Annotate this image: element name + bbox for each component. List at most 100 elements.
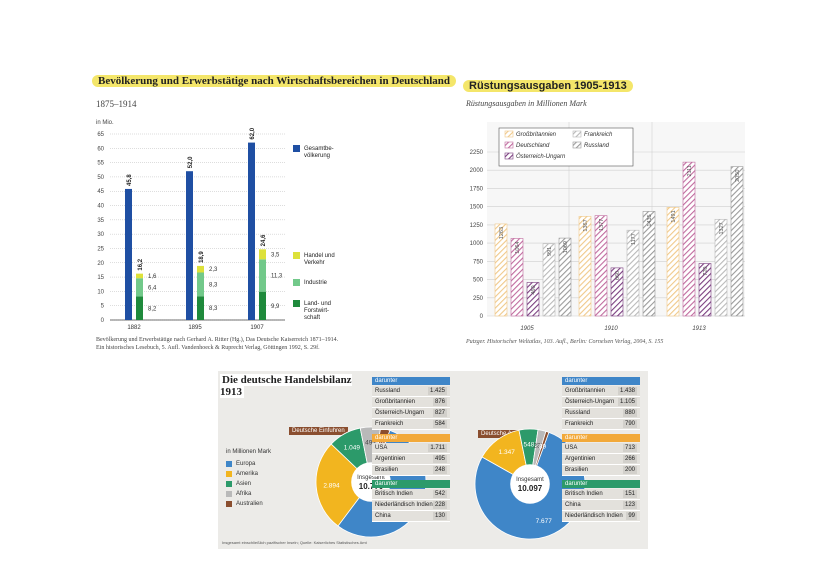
trade-value: 1.105 — [617, 398, 637, 406]
trade-table-row: Frankreich 584 — [372, 419, 450, 430]
chart1-sum-label: 18,9 — [199, 251, 205, 263]
chart3-legend-swatch — [226, 501, 232, 507]
chart1-total-label: 45,8 — [127, 174, 133, 186]
chart2-legend-swatch — [504, 130, 514, 138]
imports-slice — [315, 443, 372, 527]
chart1-xtick: 1907 — [250, 325, 264, 331]
trade-table-row: Österreich-Ungarn 1.105 — [562, 397, 640, 408]
trade-table-row: Russland 880 — [562, 408, 640, 419]
chart1-legend-swatch — [293, 279, 300, 286]
chart1-bar-segment — [136, 278, 143, 297]
chart2-legend-label: Großbritannien — [516, 132, 557, 138]
chart1-bar-total — [125, 188, 132, 320]
chart2-bar — [510, 238, 524, 317]
chart2-legend-swatch — [504, 152, 514, 160]
chart1-svg: in Mio. 0 5 10 15 20 25 30 35 40 45 50 55 60 65 45,8 8,2… — [96, 120, 335, 331]
chart2-legend-label: Deutschland — [516, 143, 550, 149]
trade-value: 542 — [432, 490, 447, 498]
chart2-bar-label: 2111 — [687, 165, 693, 176]
chart2-legend-label: Österreich-Ungarn — [516, 153, 566, 160]
chart1-xtick: 1882 — [127, 325, 141, 331]
trade-country: Russland — [375, 388, 401, 394]
trade-country: Niederländisch Indien — [375, 502, 433, 508]
chart3-legend-swatch — [226, 471, 232, 477]
trade-value: 584 — [432, 420, 447, 428]
trade-value: 1.425 — [427, 387, 447, 395]
chart2-bar — [542, 243, 556, 317]
chart2-svg: 0 250 500 750 1000 1250 1500 1750 2000 2250 1263 10… — [470, 122, 745, 332]
chart1-total-label: 52,0 — [188, 156, 194, 168]
chart2-xtick: 1910 — [604, 326, 618, 332]
chart1-ytick: 35 — [97, 218, 104, 224]
chart2-bar — [666, 207, 680, 317]
chart2-bar-label: 1367 — [583, 219, 589, 231]
exports-slice-label: 231 — [533, 442, 544, 449]
chart1-subtitle: 1875–1914 — [96, 99, 137, 109]
chart1-segment-label: 3,5 — [271, 252, 280, 258]
chart1-legend-swatch — [293, 252, 300, 259]
trade-country: USA — [565, 445, 578, 451]
trade-table-header: darunter — [562, 434, 640, 442]
trade-value: 123 — [622, 501, 637, 509]
trade-value: 266 — [622, 455, 637, 463]
trade-value: 827 — [432, 409, 447, 417]
chart1-legend-label: Industrie — [304, 280, 328, 286]
trade-value: 495 — [432, 455, 447, 463]
chart3-legend-item: Australien — [226, 501, 271, 507]
chart1-title-text: Bevölkerung und Erwerbstätige nach Wirts… — [92, 75, 457, 87]
chart1-ytick: 50 — [97, 175, 104, 181]
exports-center-label: Insgesamt — [516, 477, 544, 483]
trade-value: 790 — [622, 420, 637, 428]
trade-table-row: Niederländisch Indien 99 — [562, 511, 640, 522]
chart1-legend-swatch — [293, 300, 300, 307]
chart2-source: Putzger. Historischer Weltatlas, 103. Au… — [466, 339, 664, 345]
chart2-bar — [526, 282, 540, 317]
trade-value: 1.711 — [428, 444, 447, 452]
trade-table-row: Österreich-Ungarn 827 — [372, 408, 450, 419]
chart2-xtick: 1905 — [520, 326, 534, 332]
exports-slice-label: 1.347 — [499, 449, 516, 456]
chart2-bar — [594, 215, 608, 317]
chart2-bar-label: 1263 — [499, 227, 505, 239]
trade-country: Brasilien — [375, 467, 399, 473]
chart2-ytick: 1000 — [470, 241, 484, 247]
trade-value: 99 — [626, 512, 637, 520]
chart2-bar — [626, 229, 640, 317]
chart2-ytick: 2000 — [470, 168, 484, 174]
trade-country: China — [375, 513, 391, 519]
chart2-subtitle: Rüstungsausgaben in Millionen Mark — [466, 99, 587, 108]
chart3-unit: in Millionen Mark — [226, 449, 272, 455]
chart2-bar-label: 991 — [547, 247, 553, 256]
chart1-ytick: 30 — [97, 232, 104, 238]
chart2-ytick: 500 — [473, 278, 484, 284]
chart1-ytick: 15 — [97, 275, 104, 281]
exports-total: 10.097 — [518, 484, 543, 493]
chart2-title: Rüstungsausgaben 1905-1913 — [463, 80, 633, 92]
chart2-bar-label: 1064 — [515, 241, 521, 253]
trade-table-row: Argentinien 266 — [562, 454, 640, 465]
chart1-ylabel: in Mio. — [96, 120, 114, 126]
chart2-bar — [558, 237, 572, 317]
chart2-bar-label: 1435 — [647, 214, 653, 226]
chart1-bar-segment — [259, 291, 266, 320]
exports-slice-label: 548 — [523, 441, 534, 448]
chart1-bar-segment — [197, 296, 204, 320]
chart1-source: Bevölkerung und Erwerbstätige nach Gerha… — [96, 337, 339, 351]
chart1-ytick: 10 — [97, 289, 104, 295]
trade-value: 200 — [622, 466, 637, 474]
trade-table-row: Großbritannien 876 — [372, 397, 450, 408]
imports-tables: darunter Russland 1.425 Großbritannien 876 Ös… — [372, 377, 450, 526]
chart2-legend-label: Frankreich — [584, 132, 613, 138]
chart3-legend: in Millionen Mark Europa Amerika Asien Afri… — [226, 449, 271, 511]
trade-table-row: Brasilien 200 — [562, 465, 640, 476]
trade-table-header: darunter — [372, 377, 450, 385]
imports-label: Deutsche Einfuhren — [289, 419, 348, 437]
chart1-segment-label: 8,3 — [209, 306, 218, 312]
chart1-ytick: 0 — [101, 318, 105, 324]
trade-table-row: USA 1.711 — [372, 443, 450, 454]
chart1-segment-label: 2,3 — [209, 267, 218, 273]
trade-country: Österreich-Ungarn — [375, 410, 425, 416]
chart1-bar-segment — [197, 272, 204, 297]
imports-slice-label: 492 — [365, 439, 376, 446]
trade-country: Argentinien — [565, 456, 596, 462]
